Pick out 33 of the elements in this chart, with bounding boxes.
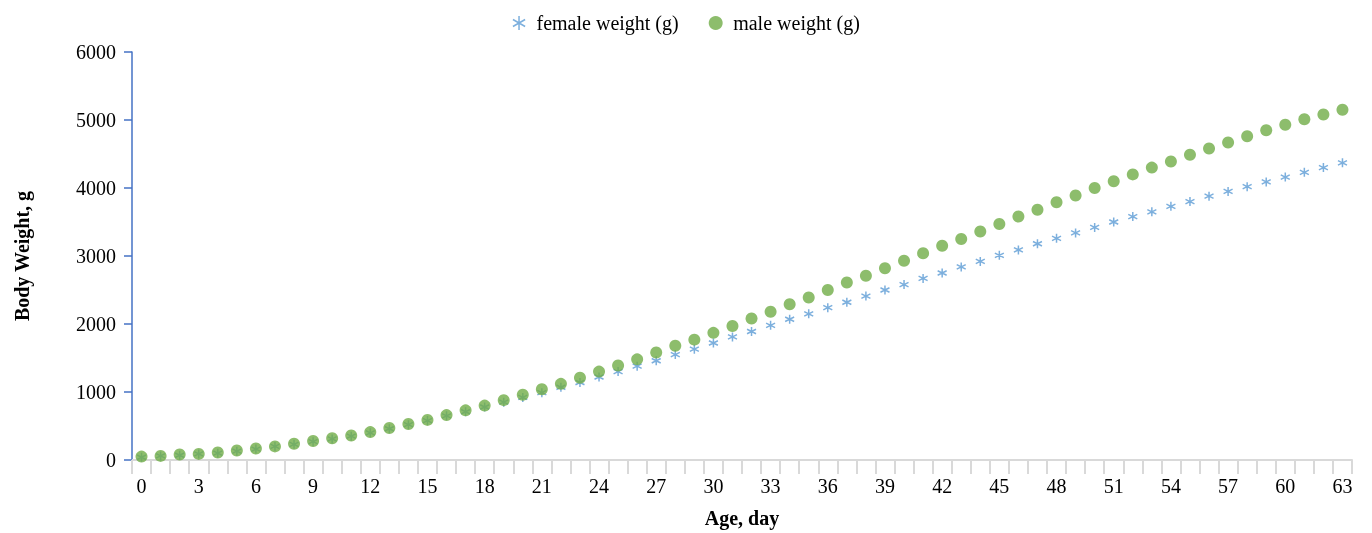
x-tick-label: 42	[932, 475, 953, 497]
y-tick-label: 0	[106, 449, 116, 471]
x-tick-label: 63	[1332, 475, 1353, 497]
x-tick-label: 33	[760, 475, 781, 497]
y-axis-title: Body Weight, g	[11, 190, 34, 322]
legend-label: female weight (g)	[536, 12, 679, 35]
legend-label: male weight (g)	[733, 12, 860, 35]
x-tick-label: 48	[1046, 475, 1067, 497]
y-tick-label: 4000	[76, 177, 116, 199]
x-tick-label: 0	[136, 475, 147, 497]
x-tick-label: 54	[1160, 475, 1181, 497]
x-tick-label: 30	[703, 475, 724, 497]
x-tick-label: 51	[1103, 475, 1124, 497]
y-tick-label: 6000	[76, 41, 116, 63]
x-axis-title: Age, day	[704, 507, 780, 530]
x-tick-label: 39	[874, 475, 895, 497]
x-tick-label: 21	[531, 475, 552, 497]
x-tick-label: 6	[250, 475, 261, 497]
y-tick-label: 5000	[76, 109, 116, 131]
y-tick-label: 3000	[76, 245, 116, 267]
x-tick-label: 9	[308, 475, 319, 497]
x-tick-label: 3	[193, 475, 204, 497]
x-tick-label: 12	[360, 475, 381, 497]
x-tick-label: 45	[989, 475, 1010, 497]
x-tick-label: 24	[589, 475, 610, 497]
x-tick-label: 18	[474, 475, 495, 497]
x-tick-label: 36	[817, 475, 838, 497]
y-tick-label: 1000	[76, 381, 116, 403]
x-tick-label: 27	[646, 475, 667, 497]
x-tick-label: 57	[1218, 475, 1239, 497]
x-tick-label: 15	[417, 475, 438, 497]
y-tick-label: 2000	[76, 313, 116, 335]
x-tick-label: 60	[1275, 475, 1296, 497]
